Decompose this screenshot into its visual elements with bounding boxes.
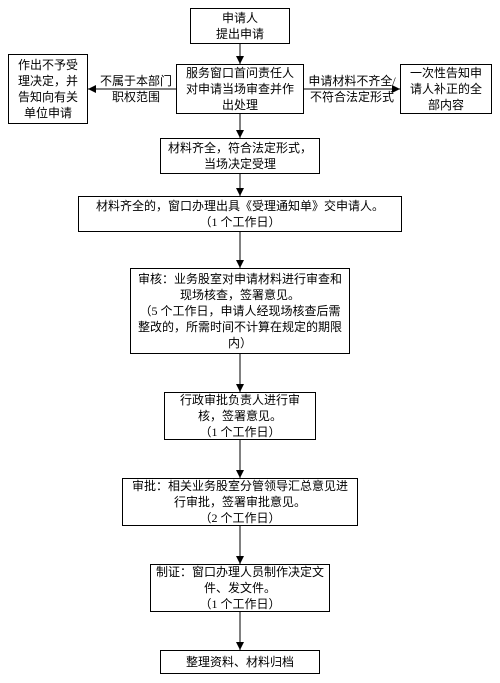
node-text: 一次性告知申请人补正的全部内容 (405, 65, 487, 114)
node-text: 服务窗口首问责任人对申请当场审查并作出处理 (181, 65, 299, 114)
node-text: 审核：业务股室对申请材料进行审查和现场核查，签署意见。（5 个工作日，申请人经现… (135, 271, 345, 352)
node-text: 审批：相关业务股室分管领导汇总意见进行审批，签署审批意见。（2 个工作日） (127, 478, 353, 527)
node-text: 作出不予受理决定，并告知向有关单位申请 (13, 57, 83, 122)
node-audit: 审核：业务股室对申请材料进行审查和现场核查，签署意见。（5 个工作日，申请人经现… (130, 268, 350, 354)
node-applicant: 申请人提出申请 (190, 8, 290, 44)
node-text: 整理资料、材料归档 (186, 654, 294, 670)
node-issue-cert: 制证：窗口办理人员制作决定文件、发文件。（1 个工作日） (150, 564, 330, 612)
node-text: 材料齐全，符合法定形式，当场决定受理 (165, 140, 315, 172)
node-approval: 审批：相关业务股室分管领导汇总意见进行审批，签署审批意见。（2 个工作日） (122, 478, 358, 526)
edge-text: 申请材料不齐全/不符合法定形式 (308, 74, 395, 104)
node-text: 申请人提出申请 (216, 10, 264, 42)
node-admin-review: 行政审批负责人进行审核，签署意见。（1 个工作日） (164, 392, 316, 440)
edge-label-right: 申请材料不齐全/不符合法定形式 (306, 74, 398, 105)
edge-label-left: 不属于本部门职权范围 (96, 74, 176, 105)
node-notify-right: 一次性告知申请人补正的全部内容 (400, 64, 492, 114)
node-window-review: 服务窗口首问责任人对申请当场审查并作出处理 (176, 64, 304, 114)
node-text: 行政审批负责人进行审核，签署意见。（1 个工作日） (169, 392, 311, 441)
edge-text: 不属于本部门职权范围 (100, 74, 172, 104)
node-archive: 整理资料、材料归档 (160, 650, 320, 674)
node-text: 制证：窗口办理人员制作决定文件、发文件。（1 个工作日） (155, 564, 325, 613)
node-issue-receipt: 材料齐全的，窗口办理出具《受理通知单》交申请人。（1 个工作日） (78, 196, 402, 232)
node-accept: 材料齐全，符合法定形式，当场决定受理 (160, 138, 320, 174)
node-reject-left: 作出不予受理决定，并告知向有关单位申请 (8, 54, 88, 124)
node-text: 材料齐全的，窗口办理出具《受理通知单》交申请人。（1 个工作日） (96, 198, 384, 230)
